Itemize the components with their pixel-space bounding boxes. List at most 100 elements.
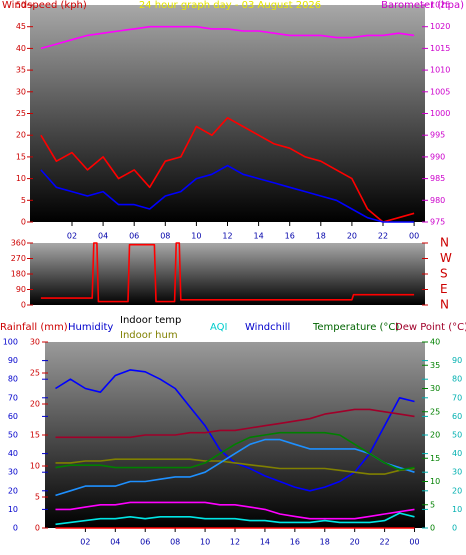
x-tick-label: 00 xyxy=(409,538,419,547)
plot-area xyxy=(30,5,425,222)
x-tick-label: 02 xyxy=(80,538,90,547)
y-tick-label: 10 xyxy=(430,477,440,486)
plot-area xyxy=(45,342,425,528)
legend-label: Windchill xyxy=(245,322,290,333)
y-tick-label: 5 xyxy=(430,500,435,509)
y-tick-label: 0 xyxy=(21,301,26,310)
y-tick-label: 80 xyxy=(8,375,18,384)
y-tick-label: 985 xyxy=(430,174,445,183)
x-tick-label: 16 xyxy=(285,232,295,241)
x-tick-label: 18 xyxy=(316,232,326,241)
y-tick-label: 1000 xyxy=(430,109,450,118)
y-tick-label: 25 xyxy=(30,369,40,378)
y-tick-label: 15 xyxy=(430,454,440,463)
chart-title: 24 hour graph day - 03 August 2026 xyxy=(139,0,321,11)
x-tick-label: 04 xyxy=(98,232,108,241)
y-tick-label: 1005 xyxy=(430,87,450,96)
y-tick-label: 90 xyxy=(8,356,18,365)
y-tick-label: 30 xyxy=(430,384,440,393)
legend-label: Humidity xyxy=(68,322,113,333)
y-tick-label: 10 xyxy=(30,462,40,471)
x-tick-label: 06 xyxy=(140,538,150,547)
legend-label: Temperature (°C) xyxy=(312,322,399,333)
y-tick-label: 20 xyxy=(30,400,40,409)
y-tick-label: 90 xyxy=(16,285,26,294)
y-tick-label: W xyxy=(440,251,452,265)
y-tick-label: 0 xyxy=(35,524,40,533)
y-tick-label: N xyxy=(440,298,449,312)
x-tick-label: 04 xyxy=(110,538,120,547)
x-tick-label: 14 xyxy=(254,232,264,241)
y-tick-label: 180 xyxy=(11,270,26,279)
y-tick-label: 25 xyxy=(430,407,440,416)
legend-label: Indoor hum xyxy=(120,330,178,341)
x-tick-label: 22 xyxy=(378,232,388,241)
y-tick-label: 10 xyxy=(8,505,18,514)
y-tick-label: E xyxy=(440,282,448,296)
x-tick-label: 20 xyxy=(350,538,360,547)
y-tick-label: 1010 xyxy=(430,66,450,75)
x-tick-label: 02 xyxy=(67,232,77,241)
y-tick-label: 45 xyxy=(16,22,26,31)
y-tick-label: S xyxy=(440,267,448,281)
series-line xyxy=(55,431,415,471)
y-tick-label: 35 xyxy=(430,361,440,370)
y-tick-label: 0 xyxy=(430,524,435,533)
series-line xyxy=(55,512,415,526)
x-tick-label: 22 xyxy=(380,538,390,547)
y-tick-label: 1020 xyxy=(430,22,450,31)
y-tick-label: 0 xyxy=(21,218,26,227)
series-line xyxy=(55,458,415,475)
y-tick-label: 60 xyxy=(452,412,462,421)
y-tick-label: 30 xyxy=(8,468,18,477)
x-tick-label: 08 xyxy=(160,232,170,241)
y-tick-label: 60 xyxy=(8,412,18,421)
y-tick-label: 40 xyxy=(8,449,18,458)
y-tick-label: 35 xyxy=(16,66,26,75)
y-tick-label: 30 xyxy=(30,338,40,347)
series-line xyxy=(55,408,415,439)
x-tick-label: 16 xyxy=(290,538,300,547)
y-tick-label: 1025 xyxy=(430,1,450,10)
y-tick-label: 70 xyxy=(8,393,18,402)
series-line xyxy=(55,438,415,497)
y-tick-label: 40 xyxy=(16,44,26,53)
y-tick-label: 0 xyxy=(452,524,457,533)
y-tick-label: 15 xyxy=(16,152,26,161)
y-tick-label: 50 xyxy=(8,431,18,440)
y-tick-label: 20 xyxy=(8,486,18,495)
y-tick-label: 20 xyxy=(452,486,462,495)
plot-area xyxy=(30,243,425,305)
y-tick-label: 50 xyxy=(452,431,462,440)
x-tick-label: 10 xyxy=(191,232,201,241)
series-line xyxy=(40,117,415,223)
y-tick-label: 975 xyxy=(430,218,445,227)
y-tick-label: 990 xyxy=(430,152,445,161)
legend-label: Dew Point (°C) xyxy=(395,322,466,333)
legend-label: Indoor temp xyxy=(120,315,181,326)
legend-label: AQI xyxy=(210,322,228,333)
y-tick-label: 360 xyxy=(11,239,26,248)
x-tick-label: 10 xyxy=(200,538,210,547)
y-axis-label: Windspeed (kph) xyxy=(2,0,87,11)
y-tick-label: 90 xyxy=(452,356,462,365)
y-tick-label: 5 xyxy=(21,196,26,205)
x-tick-label: 00 xyxy=(409,232,419,241)
x-tick-label: 20 xyxy=(347,232,357,241)
y-tick-label: 5 xyxy=(35,493,40,502)
y-tick-label: 30 xyxy=(16,87,26,96)
y-tick-label: 995 xyxy=(430,131,445,140)
y-tick-label: 20 xyxy=(16,131,26,140)
y-tick-label: 10 xyxy=(16,174,26,183)
y-tick-label: 40 xyxy=(452,449,462,458)
y-tick-label: 40 xyxy=(430,338,440,347)
y-tick-label: 50 xyxy=(16,1,26,10)
y-tick-label: 0 xyxy=(13,524,18,533)
x-tick-label: 08 xyxy=(170,538,180,547)
x-tick-label: 18 xyxy=(320,538,330,547)
y-tick-label: 100 xyxy=(3,338,18,347)
series-line xyxy=(40,242,415,303)
y-tick-label: 15 xyxy=(30,431,40,440)
y-tick-label: N xyxy=(440,236,449,250)
